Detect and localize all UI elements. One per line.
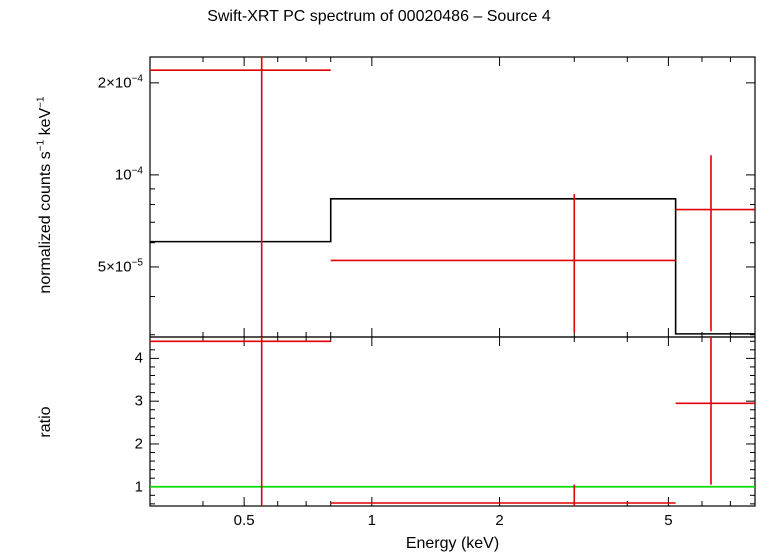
x-tick-label: 5 (664, 512, 673, 529)
x-tick-label: 2 (495, 512, 504, 529)
x-tick-label: 0.5 (233, 512, 255, 529)
ratio-y-tick-label: 4 (134, 349, 143, 367)
model-step-line (150, 198, 755, 335)
x-tick-label: 1 (367, 512, 376, 529)
ratio-y-tick-label: 3 (134, 392, 143, 410)
top-panel-frame (149, 56, 756, 338)
ratio-panel-frame (149, 336, 756, 507)
y-axis-label-top: normalized counts s−1 keV−1 (35, 96, 54, 294)
x-axis-label: Energy (keV) (405, 535, 500, 552)
chart-title: Swift-XRT PC spectrum of 00020486 – Sour… (207, 8, 551, 25)
y-tick-label: 10−4 (114, 165, 143, 184)
y-tick-label: 2×10−4 (97, 73, 143, 92)
top-panel (149, 56, 756, 338)
ratio-y-tick-label: 2 (134, 435, 143, 453)
y-axis-label-ratio: ratio (37, 406, 54, 438)
ratio-y-tick-label: 1 (134, 478, 143, 496)
y-tick-label: 5×10−5 (97, 257, 143, 276)
ratio-panel (149, 336, 756, 507)
